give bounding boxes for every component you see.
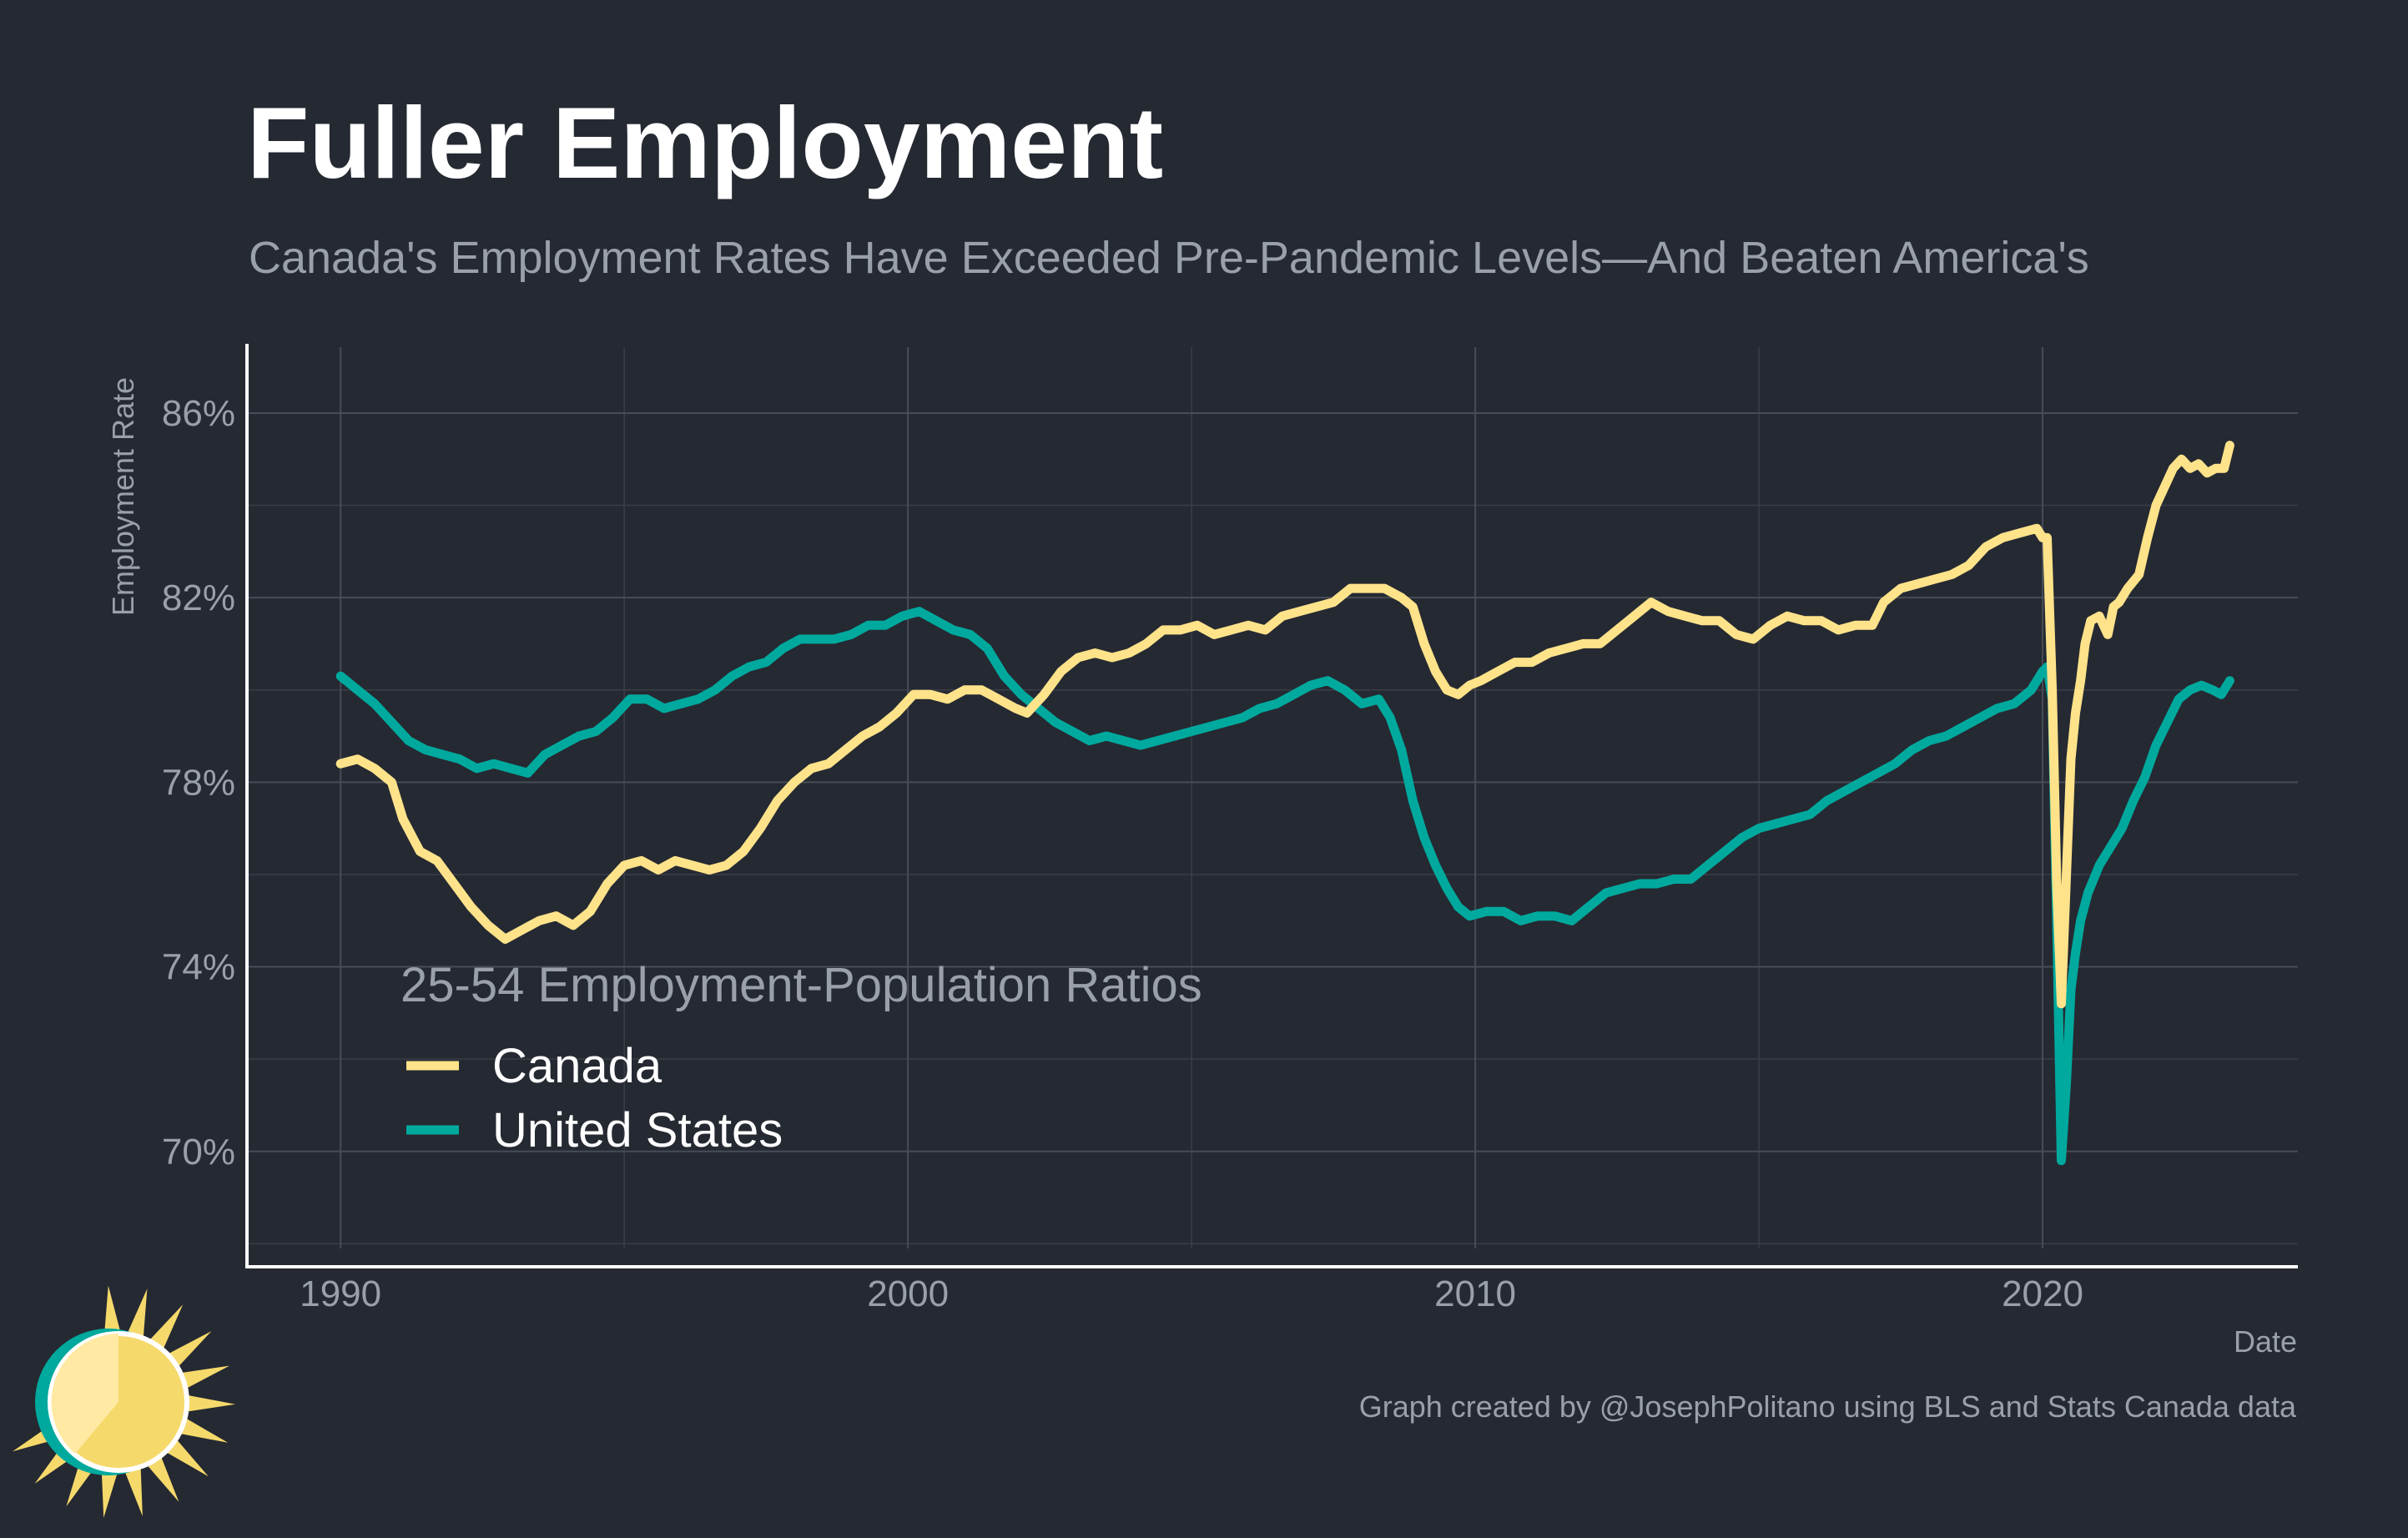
series-line-canada (335, 441, 2234, 1009)
sun-ray (101, 1466, 119, 1518)
sun-ray (177, 1416, 229, 1443)
chart-caption: Graph created by @JosephPolitano using B… (1358, 1389, 2296, 1424)
x-axis-title: Date (2234, 1324, 2297, 1359)
sun-highlight (51, 1334, 118, 1454)
y-tick-label: 74% (162, 947, 235, 988)
grid-minor (247, 347, 2298, 1248)
sun-ray (165, 1331, 212, 1369)
series-layer (335, 441, 2234, 1166)
y-tick-label: 78% (162, 762, 235, 803)
y-axis-title: Employment Rate (106, 377, 140, 616)
sun-ray (179, 1365, 230, 1390)
grid-major (247, 347, 2298, 1248)
y-tick-label: 82% (162, 577, 235, 618)
sun-logo (13, 1285, 235, 1518)
x-tick-label: 2010 (1434, 1273, 1516, 1314)
legend-label: Canada (492, 1039, 662, 1093)
x-tick-label: 2000 (867, 1273, 949, 1314)
legend-label: United States (492, 1103, 783, 1157)
sun-ray (123, 1465, 143, 1516)
x-tick-label: 2020 (2002, 1273, 2083, 1314)
sun-rays (13, 1285, 235, 1518)
legend-title: 25-54 Employment-Population Ratios (400, 958, 1202, 1012)
sun-ray (164, 1437, 209, 1477)
chart-title: Fuller Employment (247, 86, 1164, 199)
x-ticks: 1990 2000 2010 2020 (300, 1273, 2083, 1314)
axes (245, 344, 2298, 1268)
y-tick-label: 70% (162, 1132, 235, 1172)
legend-items: Canada United States (406, 1039, 783, 1157)
sun-ray (184, 1394, 235, 1412)
legend: 25-54 Employment-Population Ratios Canad… (400, 958, 1202, 1157)
sun-ray (148, 1304, 184, 1352)
y-ticks: 70% 74% 78% 82% 86% (162, 393, 235, 1172)
sun-ray (145, 1454, 179, 1502)
sun-ray (126, 1288, 148, 1340)
sun-ray (103, 1285, 122, 1337)
chart-subtitle: Canada's Employment Rates Have Exceeded … (249, 233, 2089, 283)
y-tick-label: 86% (162, 393, 235, 434)
x-tick-label: 1990 (300, 1273, 381, 1314)
